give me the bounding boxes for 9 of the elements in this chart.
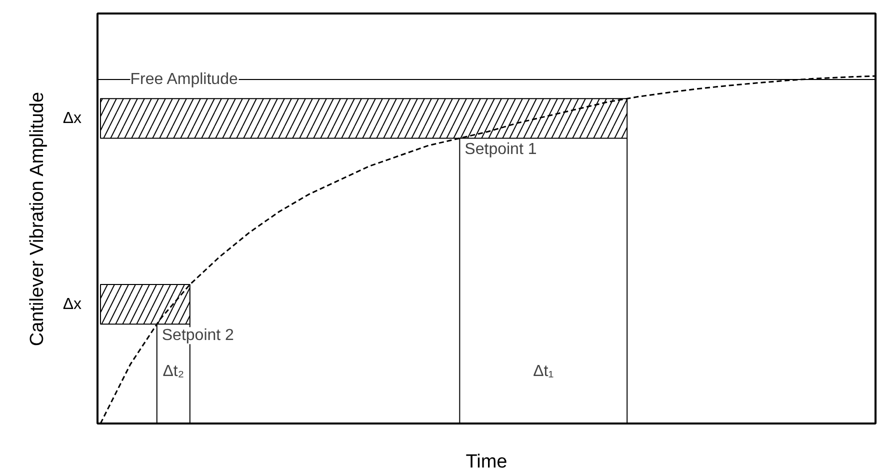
annotation: Δt₂ xyxy=(162,362,184,380)
annotation: Setpoint 1 xyxy=(464,141,537,158)
x-axis-title: Time xyxy=(466,452,508,472)
y-axis-title: Cantilever Vibration Amplitude xyxy=(26,92,48,346)
annotation: Setpoint 2 xyxy=(162,327,234,344)
ref-line-label: Free Amplitude xyxy=(130,71,238,88)
annotation: Δt₁ xyxy=(533,362,554,380)
band-label: Δx xyxy=(62,296,82,313)
band-label: Δx xyxy=(62,110,82,127)
